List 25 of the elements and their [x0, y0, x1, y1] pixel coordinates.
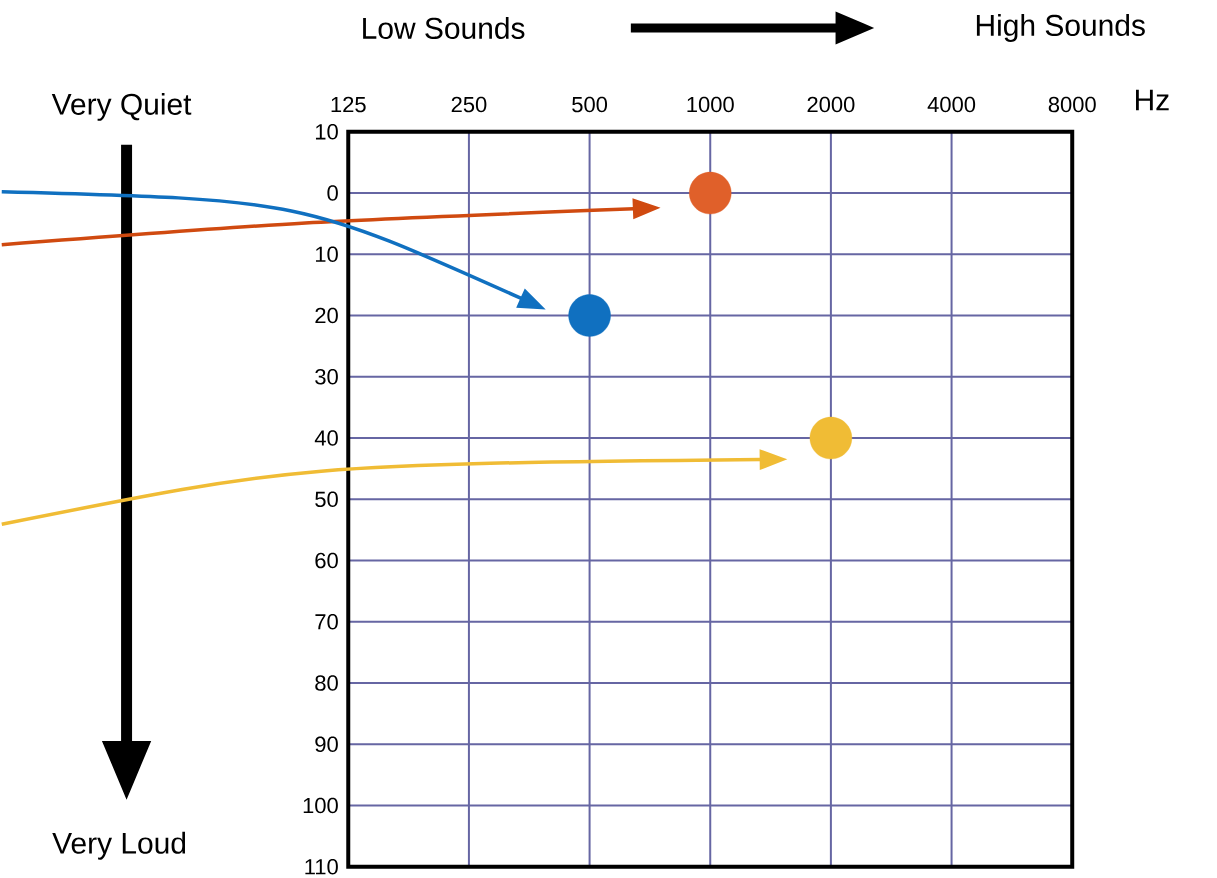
text: Low Sounds	[363, 17, 525, 40]
text: High Sounds	[976, 14, 1145, 42]
x-tick-label: 125	[331, 96, 366, 113]
y-tick-label: 100	[303, 797, 338, 814]
y-tick-label: 10	[315, 246, 338, 263]
x-tick-label: 250	[451, 96, 487, 113]
y-tick-label: 30	[315, 369, 338, 385]
y-tick-label: 40	[314, 430, 338, 446]
x-tick-label: 2000	[807, 96, 855, 113]
x-tick-label: 1000	[687, 96, 734, 113]
y-tick-label: 110	[305, 859, 338, 875]
x-axis-title: Hz	[1136, 89, 1169, 111]
text: Very Quiet	[51, 92, 192, 121]
y-tick-label: 20	[315, 307, 338, 324]
y-tick-label: 0	[327, 185, 338, 201]
y-tick-label: 90	[315, 736, 338, 753]
y-tick-label: 50	[315, 491, 338, 508]
y-tick-label: 70	[315, 614, 338, 630]
x-tick-label: 4000	[927, 96, 976, 113]
y-tick-label: 60	[315, 552, 338, 569]
x-tick-label: 500	[572, 96, 608, 113]
text: Very Loud	[52, 831, 186, 860]
y-tick-label: 10	[315, 124, 338, 140]
y-tick-label: 80	[315, 675, 338, 691]
x-tick-label: 8000	[1048, 96, 1096, 113]
